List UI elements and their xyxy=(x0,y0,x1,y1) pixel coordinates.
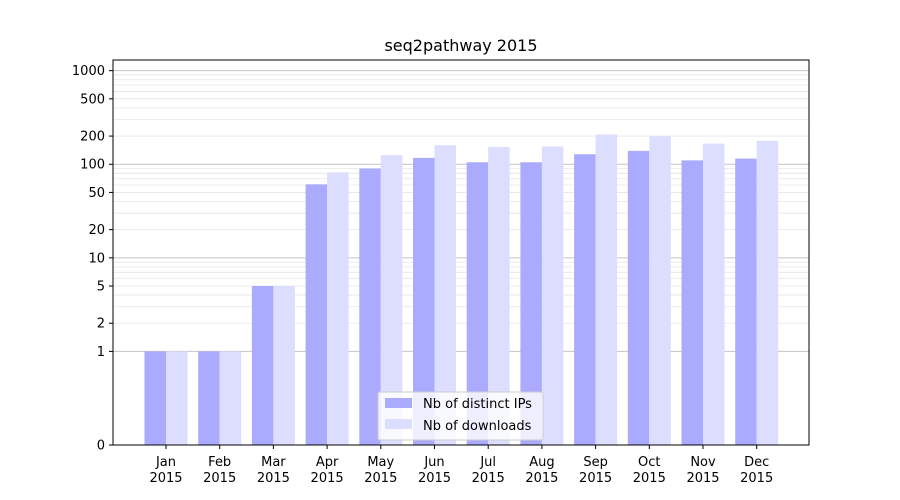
x-tick-label-year: 2015 xyxy=(257,471,290,486)
y-tick-label: 2 xyxy=(97,317,105,332)
y-tick-label: 0 xyxy=(97,439,105,454)
y-tick-label: 200 xyxy=(80,130,105,145)
bar-distinct-ips xyxy=(466,162,489,446)
bar-distinct-ips xyxy=(305,184,328,445)
x-tick-label-month: Sep xyxy=(583,455,608,470)
x-tick-label-month: Jul xyxy=(479,455,496,470)
bar-downloads xyxy=(595,134,618,445)
x-tick-label-year: 2015 xyxy=(149,471,182,486)
bar-downloads xyxy=(488,146,510,446)
x-tick-label-year: 2015 xyxy=(525,471,558,486)
x-tick-label-year: 2015 xyxy=(633,471,666,486)
bar-distinct-ips xyxy=(574,154,596,446)
bar-downloads xyxy=(273,286,295,445)
x-tick-label-month: Jan xyxy=(155,455,176,470)
bar-downloads xyxy=(219,351,242,445)
x-axis: Jan2015Feb2015Mar2015Apr2015May2015Jun20… xyxy=(149,445,773,486)
bar-distinct-ips xyxy=(359,168,381,445)
bar-distinct-ips xyxy=(198,351,220,445)
y-tick-label: 1000 xyxy=(72,64,105,79)
x-tick-label-month: Nov xyxy=(690,455,716,470)
y-tick-label: 500 xyxy=(80,92,105,107)
x-tick-label-year: 2015 xyxy=(472,471,505,486)
y-tick-label: 5 xyxy=(97,280,105,295)
x-tick-label-month: Aug xyxy=(529,455,554,470)
bar-downloads xyxy=(703,143,725,445)
y-axis: 0 1 2 5 10 20 50 100 200 500 1000 xyxy=(72,64,113,454)
x-tick-label-month: May xyxy=(367,455,394,470)
bars xyxy=(144,134,779,446)
bar-downloads xyxy=(649,136,671,445)
x-tick-label-month: Oct xyxy=(638,455,660,470)
x-tick-label-month: Apr xyxy=(316,455,339,470)
bar-distinct-ips xyxy=(520,162,542,446)
legend-label-distinct-ips: Nb of distinct IPs xyxy=(423,397,532,412)
legend: Nb of distinct IPs Nb of downloads xyxy=(377,391,544,441)
bar-distinct-ips xyxy=(627,150,650,445)
x-tick-label-year: 2015 xyxy=(740,471,773,486)
y-tick-label: 10 xyxy=(88,251,105,266)
x-tick-label-month: Dec xyxy=(744,455,769,470)
legend-label-downloads: Nb of downloads xyxy=(423,419,532,434)
y-tick-label: 100 xyxy=(80,158,105,173)
x-tick-label-month: Mar xyxy=(261,455,286,470)
x-tick-label-year: 2015 xyxy=(203,471,236,486)
legend-swatch-downloads xyxy=(385,419,412,429)
bar-downloads xyxy=(434,145,456,445)
bar-distinct-ips xyxy=(144,351,166,445)
x-tick-label-year: 2015 xyxy=(311,471,344,486)
x-tick-label-year: 2015 xyxy=(686,471,719,486)
bar-downloads xyxy=(756,140,779,445)
legend-frame xyxy=(377,391,544,441)
y-tick-label: 20 xyxy=(88,223,105,238)
bar-downloads xyxy=(327,172,349,446)
plot-frame xyxy=(112,59,810,446)
bar-distinct-ips xyxy=(735,158,757,445)
bar-distinct-ips xyxy=(251,286,274,445)
x-tick-label-year: 2015 xyxy=(579,471,612,486)
legend-swatch-distinct-ips xyxy=(385,398,412,408)
bar-downloads xyxy=(541,146,564,446)
x-tick-label-month: Jun xyxy=(423,455,444,470)
chart-title: seq2pathway 2015 xyxy=(384,36,537,55)
x-tick-label-year: 2015 xyxy=(364,471,397,486)
bar-distinct-ips xyxy=(681,160,703,445)
y-tick-label: 1 xyxy=(97,345,105,360)
bar-distinct-ips xyxy=(413,157,435,446)
x-tick-label-month: Feb xyxy=(208,455,231,470)
bar-downloads xyxy=(166,351,188,445)
y-tick-label: 50 xyxy=(88,186,105,201)
bar-downloads xyxy=(380,155,403,445)
x-tick-label-year: 2015 xyxy=(418,471,451,486)
